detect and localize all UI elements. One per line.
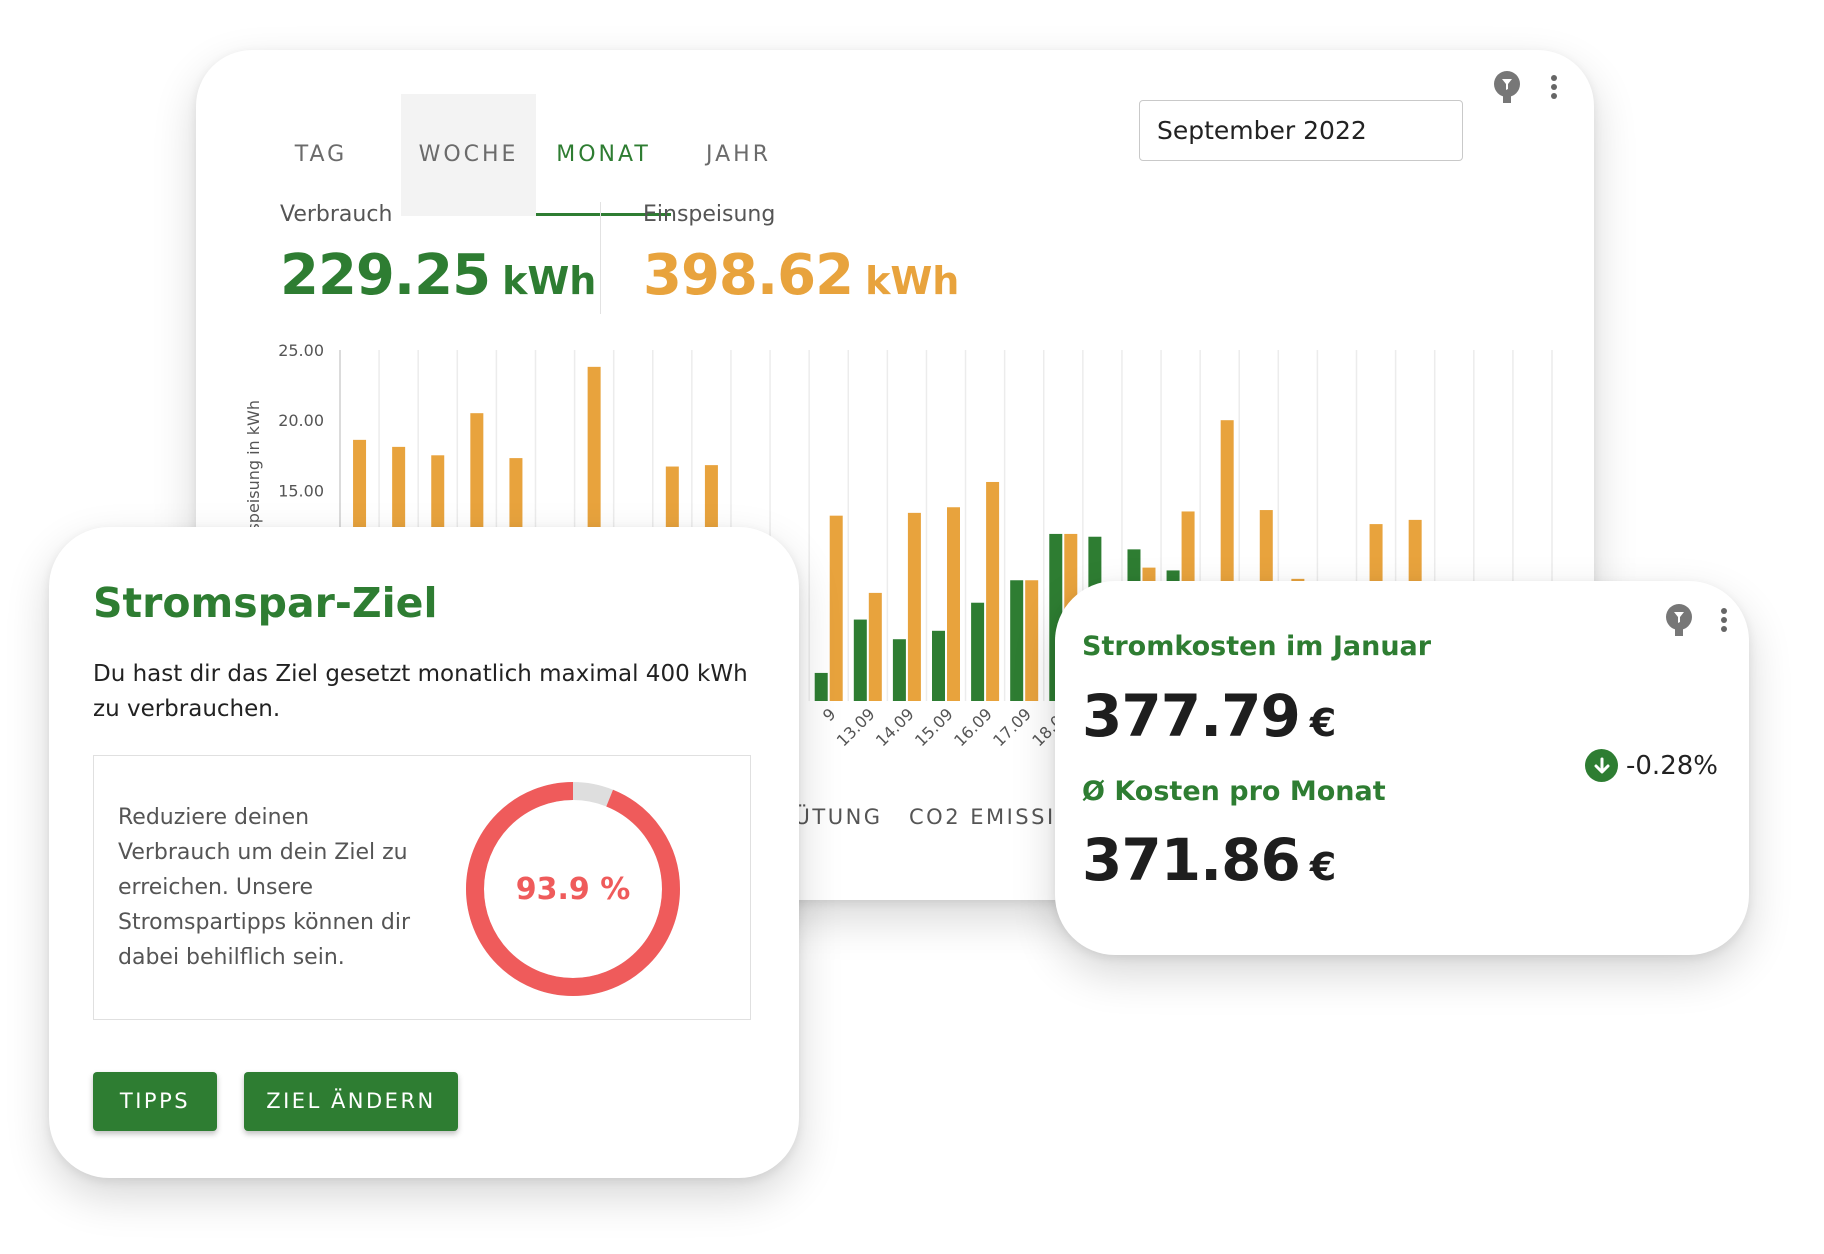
cost-currency: € [1309, 701, 1336, 745]
verbrauch-bar [971, 602, 985, 701]
verbrauch-bar [892, 639, 906, 701]
einspeisung-bar [947, 507, 960, 701]
avg-cost-currency: € [1309, 845, 1336, 889]
goal-progress-label: 93.9 % [516, 872, 631, 907]
electricity-cost-card: Stromkosten im Januar 377.79 € Ø Kosten p… [1055, 581, 1749, 955]
avg-cost-label: Ø Kosten pro Monat [1082, 776, 1386, 807]
more-vert-icon[interactable] [1538, 71, 1570, 103]
stat-divider [600, 202, 601, 314]
einspeisung-unit: kWh [865, 259, 960, 303]
x-tick-label: 9 [819, 704, 840, 725]
tab-woche[interactable]: WOCHE [401, 94, 536, 216]
verbrauch-value: 229.25 kWh [280, 248, 596, 304]
avg-cost-value: 371.86 € [1082, 831, 1336, 889]
more-vert-icon[interactable] [1708, 604, 1740, 636]
verbrauch-label: Verbrauch [280, 202, 393, 227]
verbrauch-bar [814, 672, 828, 701]
month-select[interactable]: September 2022 [1139, 100, 1463, 161]
einspeisung-value: 398.62 kWh [643, 248, 959, 304]
einspeisung-bar [907, 512, 921, 701]
einspeisung-number: 398.62 [643, 243, 854, 308]
verbrauch-bar [1010, 580, 1024, 701]
cost-number: 377.79 [1082, 682, 1301, 750]
x-tick-label: 17.09 [989, 704, 1035, 750]
x-tick-label: 15.09 [911, 704, 957, 750]
cost-change-value: -0.28% [1626, 750, 1718, 781]
einspeisung-bar [986, 481, 1000, 701]
verbrauch-unit: kWh [502, 259, 597, 303]
x-tick-label: 13.09 [833, 704, 879, 750]
einspeisung-bar [868, 592, 882, 701]
goal-progress-box: Reduziere deinen Verbrauch um dein Ziel … [93, 755, 751, 1020]
verbrauch-bar [853, 619, 867, 701]
einspeisung-bar [1025, 580, 1039, 701]
verbrauch-bar [932, 630, 945, 701]
y-axis-label: …speisung in kWh [244, 400, 263, 548]
tab-monat[interactable]: MONAT [536, 94, 671, 216]
y-tick-label: 20.00 [278, 411, 324, 430]
filter-icon[interactable] [1491, 71, 1523, 103]
tab-jahr[interactable]: JAHR [706, 142, 771, 167]
cost-value: 377.79 € [1082, 687, 1336, 745]
donut-progress-arc [466, 782, 680, 996]
tab-co2-emission[interactable]: CO2 EMISSI… [909, 805, 1080, 829]
goal-title: Stromspar-Ziel [93, 579, 438, 627]
cost-title: Stromkosten im Januar [1082, 631, 1432, 662]
cost-change: -0.28% [1585, 749, 1718, 782]
savings-goal-card: Stromspar-Ziel Du hast dir das Ziel gese… [49, 527, 799, 1178]
avg-cost-number: 371.86 [1082, 826, 1301, 894]
x-tick-label: 16.09 [950, 704, 996, 750]
einspeisung-bar [829, 515, 843, 701]
tipps-button[interactable]: TIPPS [93, 1072, 217, 1131]
change-goal-button[interactable]: ZIEL ÄNDERN [244, 1072, 458, 1131]
filter-icon[interactable] [1663, 604, 1695, 636]
einspeisung-label: Einspeisung [643, 202, 776, 227]
goal-progress-donut: 93.9 % [466, 782, 680, 996]
y-tick-label: 25.00 [278, 341, 324, 360]
goal-hint-text: Reduziere deinen Verbrauch um dein Ziel … [118, 805, 411, 970]
tab-tag[interactable]: TAG [294, 142, 348, 167]
verbrauch-number: 229.25 [280, 243, 491, 308]
goal-description: Du hast dir das Ziel gesetzt monatlich m… [93, 661, 748, 722]
arrow-down-icon [1585, 749, 1618, 782]
y-tick-label: 15.00 [278, 481, 324, 500]
x-tick-label: 14.09 [872, 704, 918, 750]
